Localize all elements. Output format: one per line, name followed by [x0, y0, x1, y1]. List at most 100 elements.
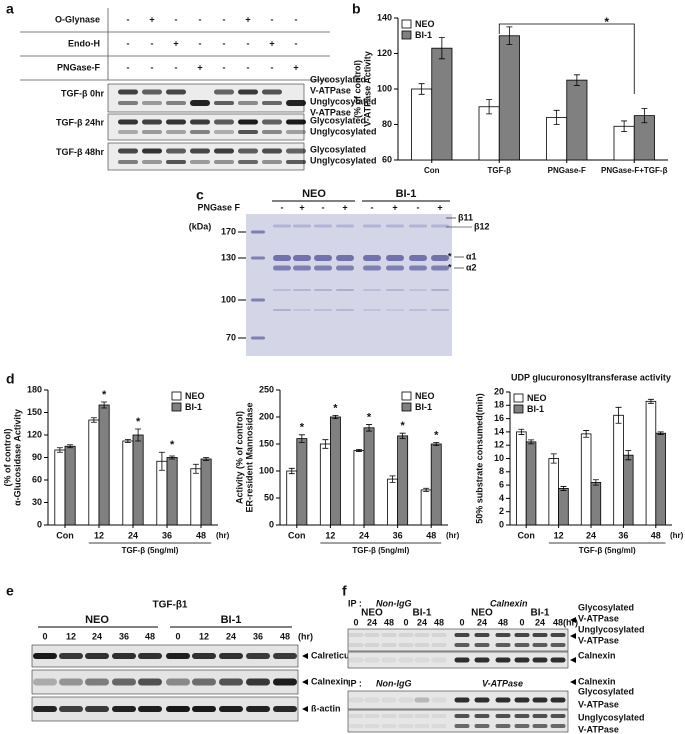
band	[190, 148, 210, 154]
bar	[566, 79, 588, 161]
band	[59, 706, 83, 712]
arrowhead	[302, 679, 308, 685]
band	[414, 697, 430, 703]
lane-label: 24	[92, 631, 102, 641]
lane-label: 12	[199, 631, 209, 641]
sign: -	[175, 62, 178, 72]
y-tick-label: 100	[259, 465, 274, 475]
group-label: NEO	[361, 608, 383, 619]
band	[550, 633, 566, 637]
chart-title: UDP glucuronosyltransferase activity	[511, 372, 671, 382]
error-bar	[322, 439, 329, 449]
band-label: Calnexin	[578, 676, 616, 686]
treatment-label: PNGase-F	[57, 62, 101, 72]
band	[192, 653, 216, 659]
sign: -	[281, 202, 284, 212]
legend-label: BI-1	[185, 402, 202, 412]
panel-label: e	[6, 583, 14, 599]
y-axis-label: Activity (% of control)	[234, 411, 244, 504]
bar	[190, 468, 202, 526]
bar	[623, 454, 634, 526]
bar	[329, 416, 341, 526]
error-bar	[67, 444, 74, 449]
band	[550, 714, 566, 718]
antibody: V-ATPase	[482, 678, 523, 688]
band	[142, 148, 162, 154]
band	[112, 653, 136, 659]
bar	[478, 106, 500, 161]
error-bar	[506, 26, 513, 46]
group-label: BI-1	[413, 608, 432, 619]
band	[514, 633, 530, 637]
band	[474, 643, 490, 647]
lane-label: 0	[459, 617, 464, 627]
band	[118, 119, 138, 125]
y-tick-label: 150	[27, 407, 42, 417]
significance: *	[102, 389, 107, 401]
band	[251, 256, 265, 260]
band	[251, 230, 265, 234]
arrowhead	[570, 617, 576, 663]
error-bar	[56, 447, 63, 453]
band	[112, 678, 136, 686]
lane-label: 0	[175, 631, 180, 641]
band	[214, 130, 234, 134]
band	[219, 653, 243, 659]
band	[474, 714, 490, 718]
band	[142, 101, 162, 105]
band	[293, 255, 311, 261]
band	[214, 89, 234, 95]
band	[431, 714, 447, 718]
band	[381, 643, 397, 647]
x-axis-label: TGF-β (5ng/ml)	[579, 546, 636, 555]
band	[314, 255, 332, 261]
x-axis-label: TGF-β (5ng/ml)	[122, 546, 179, 555]
band	[398, 724, 414, 728]
band	[293, 265, 311, 271]
band	[495, 697, 511, 703]
error-bar	[647, 398, 654, 404]
x-tick-label: 36	[393, 530, 403, 540]
y-tick-label: 16	[494, 413, 504, 423]
panel-label: c	[196, 187, 204, 203]
group-label: NEO	[471, 608, 493, 619]
significance: *	[136, 416, 141, 428]
band	[118, 160, 138, 164]
band-label: ß-actin	[311, 703, 341, 713]
band	[273, 289, 291, 291]
lane-label: 0	[353, 617, 358, 627]
band	[431, 265, 449, 271]
lane-label: 36	[119, 631, 129, 641]
y-tick-label: 12	[494, 440, 504, 450]
blot	[107, 113, 305, 141]
band	[381, 724, 397, 728]
band-label: V-ATPase	[578, 613, 619, 623]
x-tick-label: PNGase-F	[548, 166, 586, 175]
band	[348, 724, 364, 728]
band-label: Glycosylated	[310, 115, 366, 125]
band	[414, 643, 430, 647]
band	[166, 653, 190, 659]
band	[532, 697, 548, 703]
band	[386, 309, 404, 311]
x-tick-label: 12	[94, 530, 104, 540]
band	[238, 160, 258, 164]
band	[59, 653, 83, 659]
blot-label: TGF-β 48hr	[56, 147, 104, 157]
band	[431, 643, 447, 647]
band	[398, 643, 414, 647]
band	[238, 148, 258, 154]
band	[363, 289, 381, 291]
sign: -	[271, 14, 274, 24]
band	[314, 224, 332, 228]
bar	[516, 431, 527, 526]
x-tick-label: Con	[56, 530, 74, 540]
y-tick-label: 4	[499, 493, 504, 503]
x-tick-label: PNGase-F+TGF-β	[601, 166, 668, 175]
band	[431, 633, 447, 637]
asterisk: *	[448, 262, 452, 272]
panel-label: d	[6, 371, 15, 387]
band	[138, 653, 162, 659]
band	[286, 130, 306, 134]
legend-label: NEO	[185, 391, 205, 401]
